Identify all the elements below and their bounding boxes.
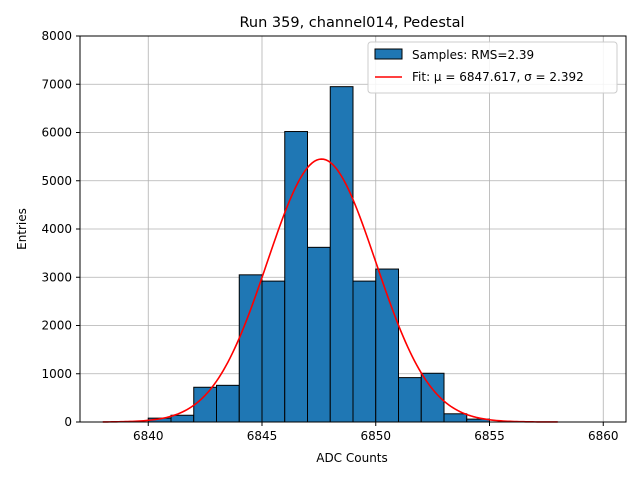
legend-label-fit: Fit: μ = 6847.617, σ = 2.392 bbox=[412, 70, 584, 84]
y-tick-label-0: 0 bbox=[64, 415, 72, 429]
histogram-bar-6 bbox=[284, 131, 308, 423]
histogram-bar-2 bbox=[193, 386, 217, 423]
legend-label-samples: Samples: RMS=2.39 bbox=[412, 48, 534, 62]
histogram-bar-4 bbox=[238, 274, 263, 423]
histogram-bar-9 bbox=[352, 280, 377, 423]
histogram-bar-11 bbox=[398, 377, 422, 423]
y-tick-label-3: 3000 bbox=[41, 270, 72, 284]
y-tick-label-8: 8000 bbox=[41, 29, 72, 43]
x-tick-label-4: 6860 bbox=[588, 429, 619, 443]
y-axis-ticks: 0 1000 2000 3000 4000 5000 6000 7000 8000 bbox=[41, 29, 80, 429]
legend-box bbox=[367, 41, 618, 94]
x-axis-ticks: 6840 6845 6850 6855 6860 bbox=[133, 422, 619, 443]
histogram-bar-7 bbox=[307, 246, 331, 423]
x-tick-label-3: 6855 bbox=[474, 429, 505, 443]
histogram-bar-5 bbox=[261, 280, 286, 423]
x-axis-label: ADC Counts bbox=[316, 451, 388, 465]
histogram-bar-8 bbox=[329, 86, 354, 423]
histogram-bar-13 bbox=[443, 413, 468, 423]
x-tick-label-0: 6840 bbox=[133, 429, 164, 443]
y-tick-label-1: 1000 bbox=[41, 367, 72, 381]
y-axis-label: Entries bbox=[15, 208, 29, 250]
histogram-bar-1 bbox=[170, 414, 195, 423]
legend-swatch-samples bbox=[374, 48, 403, 60]
y-tick-label-2: 2000 bbox=[41, 319, 72, 333]
legend: Samples: RMS=2.39 Fit: μ = 6847.617, σ =… bbox=[367, 41, 618, 94]
histogram-bar-10 bbox=[375, 268, 399, 423]
y-tick-label-7: 7000 bbox=[41, 77, 72, 91]
y-tick-label-6: 6000 bbox=[41, 126, 72, 140]
y-tick-label-4: 4000 bbox=[41, 222, 72, 236]
chart-title: Run 359, channel014, Pedestal bbox=[239, 15, 464, 31]
histogram-bars bbox=[147, 86, 490, 423]
x-tick-label-2: 6850 bbox=[360, 429, 391, 443]
x-tick-label-1: 6845 bbox=[247, 429, 278, 443]
histogram-bar-3 bbox=[216, 384, 240, 423]
fit-curve bbox=[102, 158, 558, 423]
y-tick-label-5: 5000 bbox=[41, 174, 72, 188]
